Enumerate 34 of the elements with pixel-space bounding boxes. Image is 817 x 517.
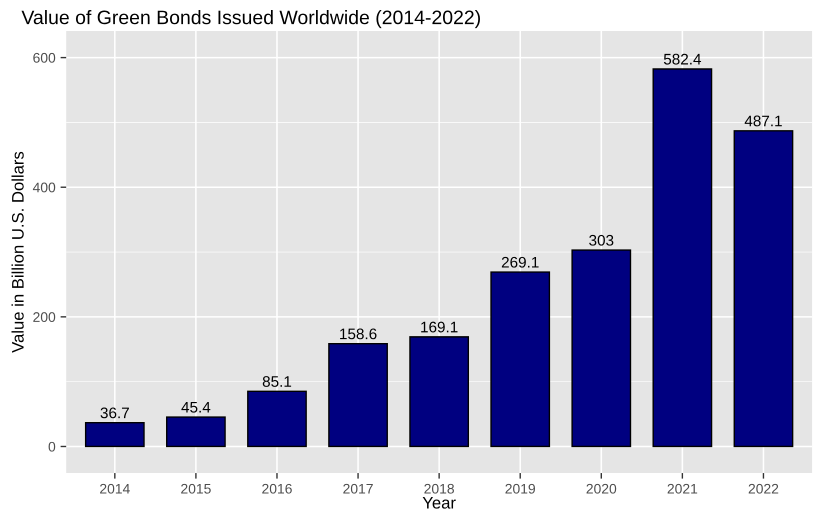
bar <box>734 130 794 448</box>
x-tick-label: 2020 <box>586 484 616 494</box>
x-axis-title: Year <box>422 497 456 509</box>
data-label: 303 <box>589 234 614 246</box>
x-tick-label: 2016 <box>262 484 292 494</box>
x-tick-label: 2019 <box>505 484 536 494</box>
bar <box>247 390 307 448</box>
y-tick-label: 400 <box>32 182 56 192</box>
x-tick-label: 2017 <box>343 484 373 494</box>
data-label: 487.1 <box>744 116 782 126</box>
data-label: 36.7 <box>100 407 129 418</box>
data-label: 85.1 <box>262 376 292 387</box>
x-tick-label: 2021 <box>668 484 698 494</box>
data-label: 158.6 <box>340 328 377 340</box>
bar <box>409 336 470 448</box>
data-label: 45.4 <box>181 402 210 413</box>
bar <box>166 416 226 448</box>
data-label: 582.4 <box>664 54 702 65</box>
x-tick-label: 2022 <box>748 484 778 494</box>
y-axis-title: Value in Billion U.S. Dollars <box>12 152 24 353</box>
data-label: 169.1 <box>421 322 458 332</box>
data-label: 269.1 <box>502 256 539 268</box>
bar <box>652 68 712 448</box>
x-tick-label: 2015 <box>181 484 211 494</box>
x-tick-label: 2018 <box>424 484 454 494</box>
bar <box>490 271 550 448</box>
bar <box>84 422 145 448</box>
bar <box>571 249 632 448</box>
y-tick-label: 600 <box>33 52 56 63</box>
bar <box>328 342 388 448</box>
y-tick-label: 0 <box>48 442 56 452</box>
y-tick-label: 200 <box>33 312 56 322</box>
chart-title: Value of Green Bonds Issued Worldwide (2014-2022) <box>22 10 480 28</box>
x-tick-label: 2014 <box>100 484 130 494</box>
